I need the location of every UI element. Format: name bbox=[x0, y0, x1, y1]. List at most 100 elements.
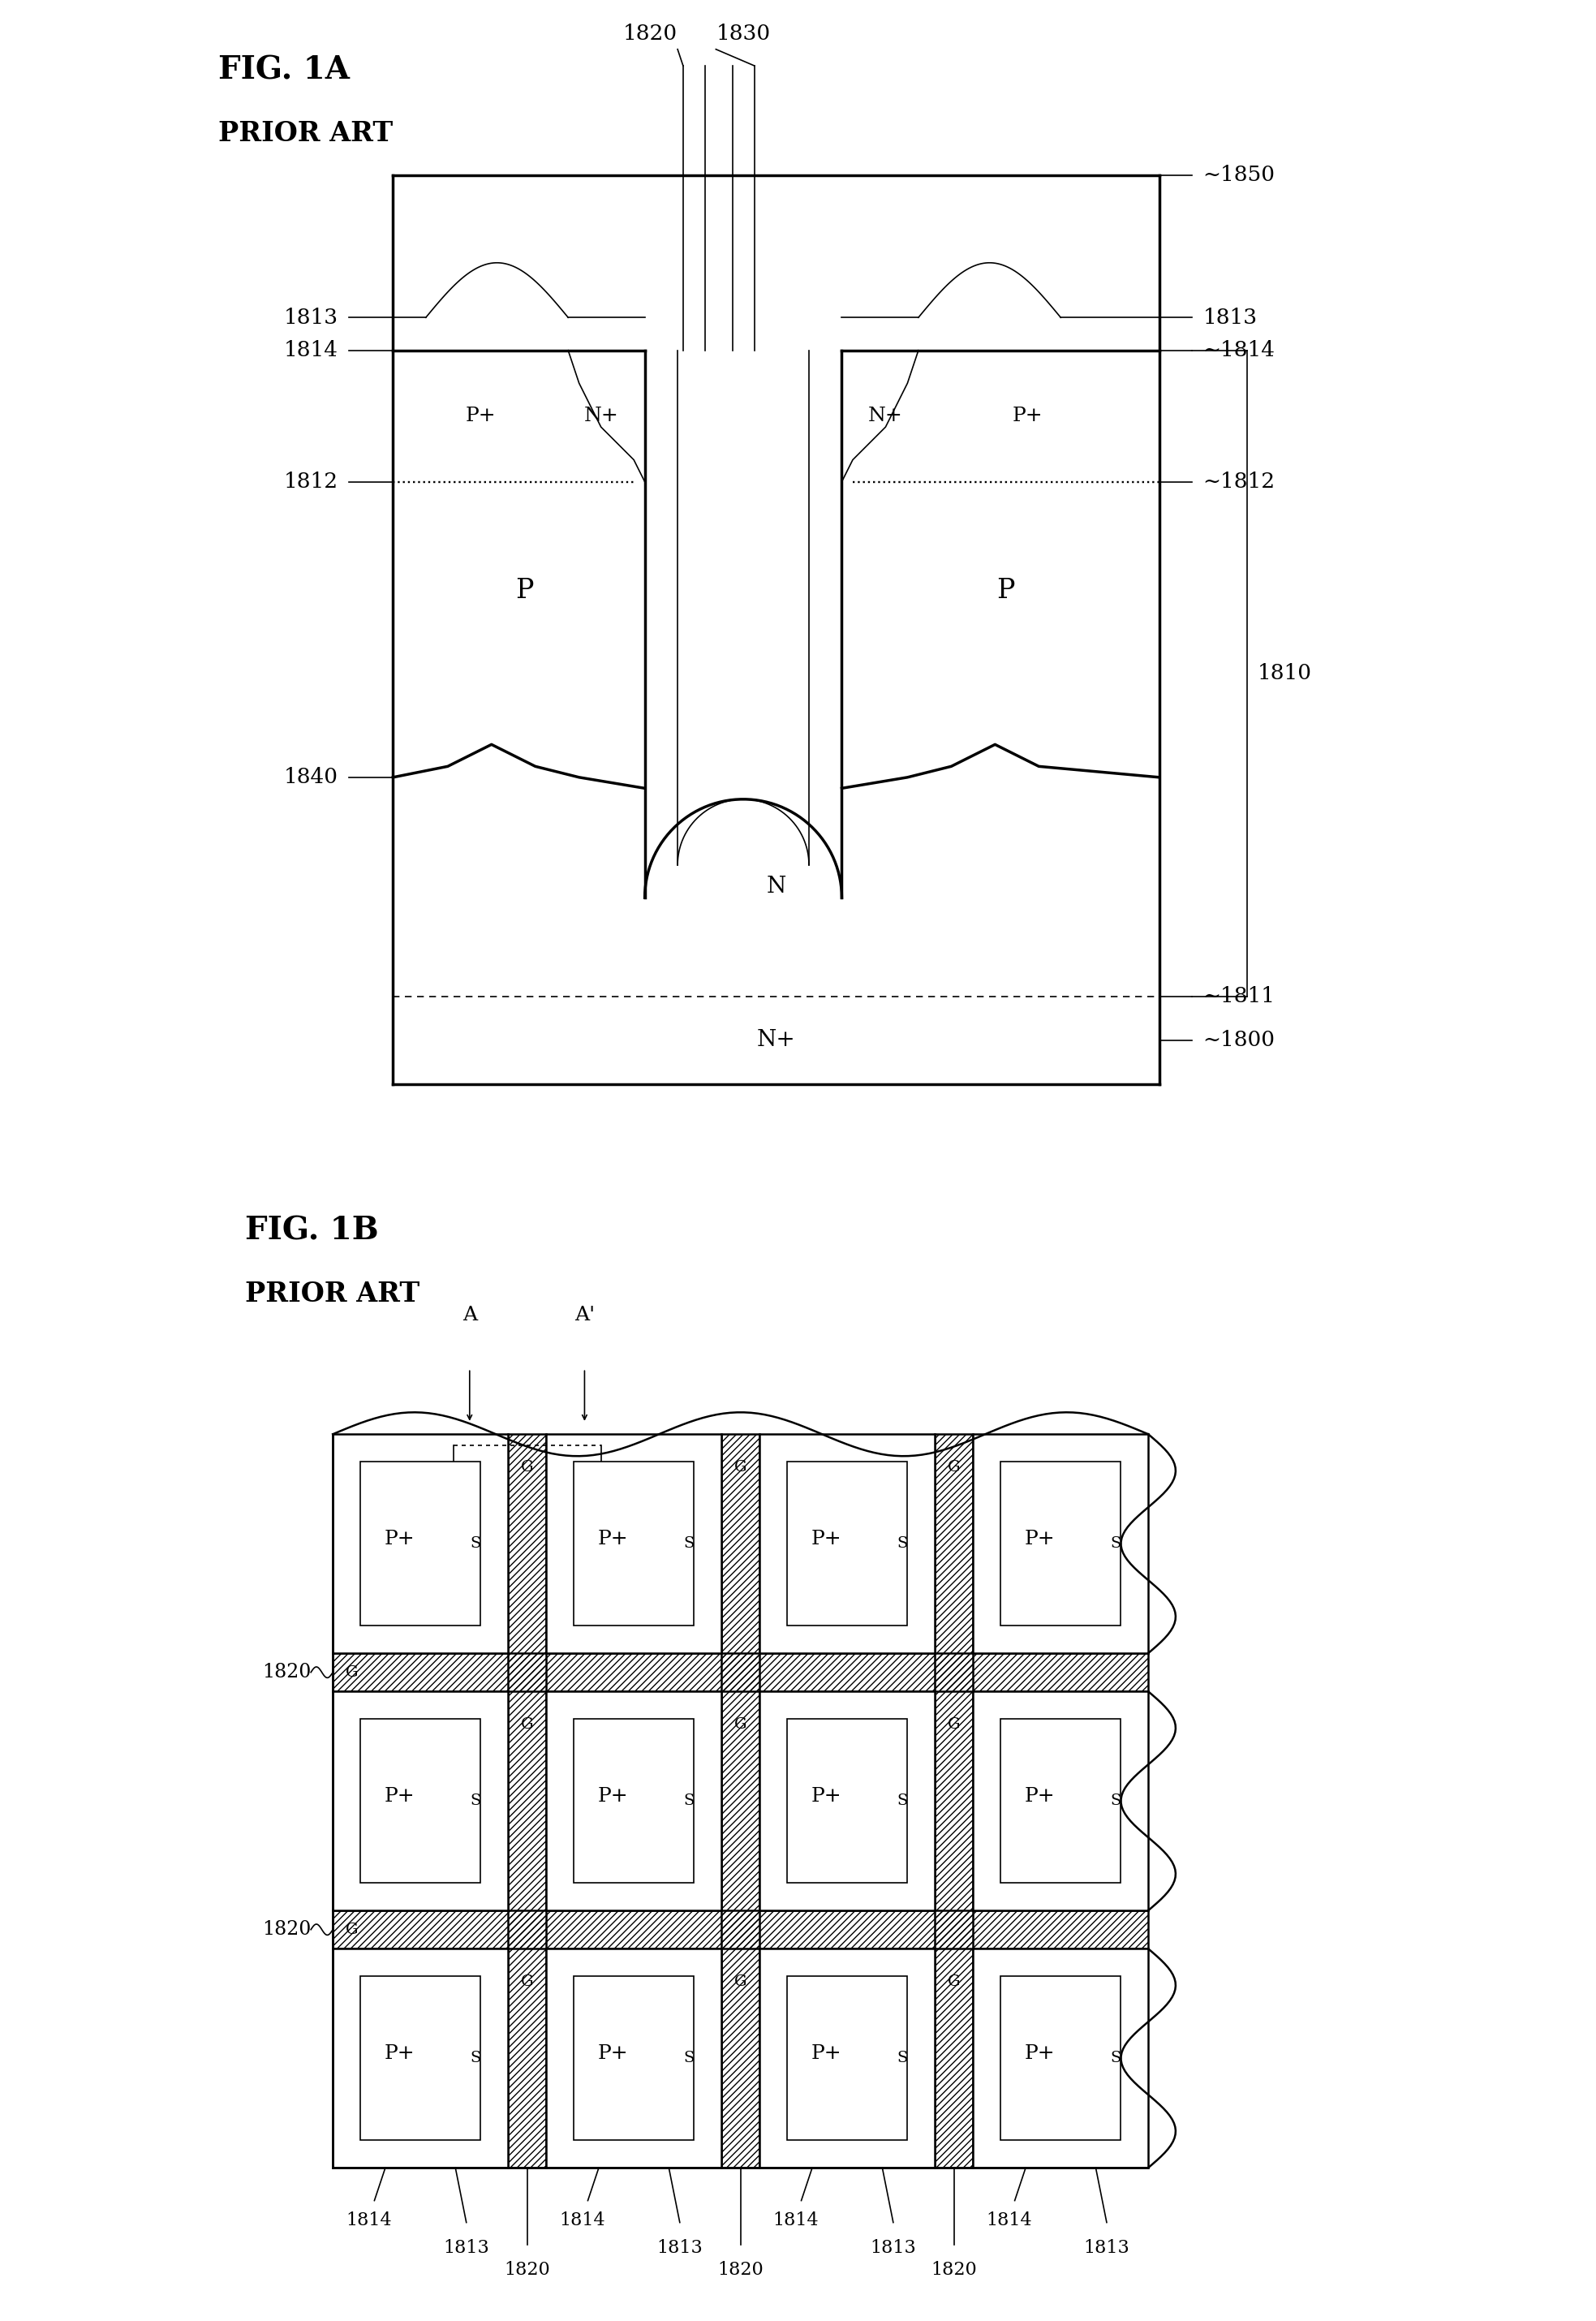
Text: P+: P+ bbox=[1025, 2045, 1055, 2063]
Text: S: S bbox=[897, 2052, 908, 2066]
Text: ~1811: ~1811 bbox=[1203, 986, 1275, 1007]
Text: FIG. 1B: FIG. 1B bbox=[246, 1216, 378, 1246]
Text: G: G bbox=[734, 1460, 747, 1474]
Text: G: G bbox=[346, 1664, 358, 1680]
Text: 1812: 1812 bbox=[284, 471, 338, 492]
Bar bbox=[1001, 1720, 1120, 1882]
Bar bbox=[508, 1434, 546, 2168]
Bar bbox=[787, 1975, 908, 2140]
Bar bbox=[935, 1434, 974, 2168]
Text: G: G bbox=[346, 1922, 358, 1938]
Text: N: N bbox=[766, 875, 785, 898]
Text: S: S bbox=[1111, 2052, 1120, 2066]
Text: 1820: 1820 bbox=[262, 1662, 311, 1683]
Text: P+: P+ bbox=[1025, 1787, 1055, 1806]
Bar bbox=[760, 1434, 935, 1653]
Text: G: G bbox=[734, 1975, 747, 1989]
Text: S: S bbox=[1111, 1537, 1120, 1550]
Bar bbox=[334, 1653, 1148, 1692]
Text: 1820: 1820 bbox=[262, 1919, 311, 1938]
Text: P+: P+ bbox=[385, 2045, 415, 2063]
Text: P+: P+ bbox=[811, 1530, 841, 1548]
Bar bbox=[334, 1950, 508, 2168]
Bar bbox=[787, 1462, 908, 1625]
Text: N+: N+ bbox=[757, 1028, 795, 1051]
Bar bbox=[546, 1692, 721, 1910]
Text: G: G bbox=[948, 1460, 961, 1474]
Text: P+: P+ bbox=[1025, 1530, 1055, 1548]
Text: A': A' bbox=[575, 1307, 595, 1325]
Text: 1814: 1814 bbox=[284, 341, 338, 360]
Text: S: S bbox=[683, 1794, 694, 1808]
Text: 1810: 1810 bbox=[1258, 664, 1312, 682]
Text: P+: P+ bbox=[1012, 406, 1044, 425]
Text: 1813: 1813 bbox=[444, 2240, 490, 2256]
Bar bbox=[573, 1462, 694, 1625]
Text: 1830: 1830 bbox=[717, 23, 771, 44]
Text: P: P bbox=[998, 578, 1015, 603]
Text: 1840: 1840 bbox=[284, 768, 338, 787]
Bar bbox=[760, 1950, 935, 2168]
Text: S: S bbox=[683, 2052, 694, 2066]
Text: 1814: 1814 bbox=[559, 2212, 605, 2230]
Bar bbox=[573, 1720, 694, 1882]
Text: S: S bbox=[1111, 1794, 1120, 1808]
Text: ~1814: ~1814 bbox=[1203, 341, 1275, 360]
Text: S: S bbox=[897, 1794, 908, 1808]
Text: FIG. 1A: FIG. 1A bbox=[219, 56, 350, 86]
Text: 1814: 1814 bbox=[346, 2212, 393, 2230]
Text: ~1812: ~1812 bbox=[1203, 471, 1275, 492]
Text: S: S bbox=[897, 1537, 908, 1550]
Text: 1820: 1820 bbox=[504, 2261, 551, 2279]
Text: 1820: 1820 bbox=[718, 2261, 763, 2279]
Text: G: G bbox=[520, 1975, 533, 1989]
Bar bbox=[546, 1950, 721, 2168]
Text: S: S bbox=[469, 1794, 480, 1808]
Bar bbox=[334, 1692, 508, 1910]
Text: S: S bbox=[469, 2052, 480, 2066]
Bar bbox=[573, 1975, 694, 2140]
Text: P+: P+ bbox=[597, 1787, 629, 1806]
Bar bbox=[974, 1950, 1148, 2168]
Text: 1813: 1813 bbox=[870, 2240, 916, 2256]
Text: 1813: 1813 bbox=[658, 2240, 702, 2256]
Text: 1813: 1813 bbox=[284, 306, 338, 327]
Text: P+: P+ bbox=[597, 1530, 629, 1548]
Text: G: G bbox=[734, 1718, 747, 1731]
Text: N+: N+ bbox=[584, 406, 618, 425]
Bar bbox=[787, 1720, 908, 1882]
Text: S: S bbox=[469, 1537, 480, 1550]
Text: P+: P+ bbox=[466, 406, 496, 425]
Text: 1813: 1813 bbox=[1203, 306, 1258, 327]
Text: P+: P+ bbox=[385, 1530, 415, 1548]
Text: A: A bbox=[463, 1307, 477, 1325]
Text: P: P bbox=[516, 578, 533, 603]
Text: S: S bbox=[683, 1537, 694, 1550]
Text: N+: N+ bbox=[868, 406, 903, 425]
Text: 1820: 1820 bbox=[930, 2261, 977, 2279]
Text: 1814: 1814 bbox=[772, 2212, 819, 2230]
Text: PRIOR ART: PRIOR ART bbox=[219, 121, 393, 146]
Bar bbox=[546, 1434, 721, 1653]
Bar bbox=[361, 1462, 480, 1625]
Text: ~1800: ~1800 bbox=[1203, 1031, 1275, 1049]
Bar bbox=[1001, 1975, 1120, 2140]
Text: 1820: 1820 bbox=[622, 23, 678, 44]
Text: P+: P+ bbox=[597, 2045, 629, 2063]
Text: P+: P+ bbox=[811, 1787, 841, 1806]
Bar bbox=[361, 1720, 480, 1882]
Text: G: G bbox=[948, 1718, 961, 1731]
Text: G: G bbox=[948, 1975, 961, 1989]
Text: P+: P+ bbox=[385, 1787, 415, 1806]
Bar bbox=[361, 1975, 480, 2140]
Bar bbox=[721, 1434, 760, 2168]
Bar bbox=[760, 1692, 935, 1910]
Bar bbox=[1001, 1462, 1120, 1625]
Bar bbox=[974, 1434, 1148, 1653]
Text: ~1850: ~1850 bbox=[1203, 165, 1275, 186]
Text: G: G bbox=[520, 1718, 533, 1731]
Bar bbox=[334, 1910, 1148, 1950]
Bar bbox=[334, 1434, 508, 1653]
Text: 1813: 1813 bbox=[1084, 2240, 1130, 2256]
Text: PRIOR ART: PRIOR ART bbox=[246, 1281, 420, 1307]
